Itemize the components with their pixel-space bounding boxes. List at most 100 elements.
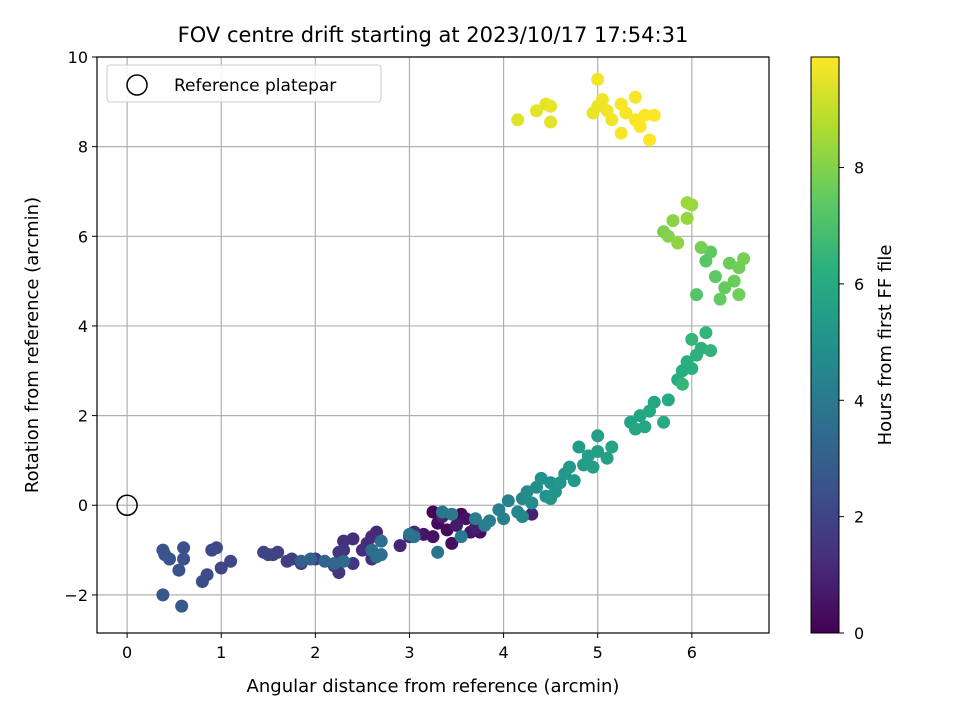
- data-point: [732, 288, 746, 302]
- colorbar-label: Hours from first FF file: [875, 245, 896, 446]
- grid: [97, 56, 769, 633]
- data-point: [572, 440, 586, 454]
- data-point: [638, 420, 652, 434]
- x-tick-label: 1: [216, 643, 226, 662]
- data-point: [511, 113, 525, 127]
- data-point: [675, 377, 689, 391]
- reference-point: [116, 494, 138, 516]
- data-point: [515, 510, 529, 523]
- data-point: [657, 415, 671, 429]
- y-axis-label: Rotation from reference (arcmin): [22, 197, 43, 493]
- data-point: [619, 106, 633, 120]
- chart-title: FOV centre drift starting at 2023/10/17 …: [178, 23, 689, 47]
- data-point: [685, 362, 699, 375]
- data-point: [694, 241, 708, 254]
- colorbar-tick-label: 4: [854, 391, 864, 410]
- data-point: [666, 214, 680, 228]
- data-point: [450, 518, 463, 532]
- data-point: [459, 512, 473, 526]
- data-point: [177, 552, 191, 566]
- data-point: [591, 72, 605, 86]
- data-point: [445, 507, 459, 521]
- data-point: [156, 543, 170, 557]
- data-point: [737, 252, 751, 266]
- data-points: [156, 72, 751, 613]
- data-point: [280, 554, 294, 568]
- data-point: [638, 108, 652, 122]
- data-point: [690, 288, 703, 302]
- colorbar: 0 2 4 6 8 Hours from first FF file: [810, 56, 896, 643]
- colorbar-tick-label: 0: [854, 624, 864, 643]
- y-tick-label: −2: [64, 586, 88, 605]
- data-point: [337, 554, 351, 568]
- x-tick-label: 5: [593, 643, 603, 662]
- legend: Reference platepar: [106, 64, 382, 103]
- y-tick-label: 2: [78, 407, 88, 426]
- x-tick-label: 4: [498, 643, 508, 662]
- data-point: [680, 196, 694, 210]
- colorbar-gradient: [810, 56, 840, 634]
- data-point: [525, 496, 539, 510]
- data-point: [563, 460, 576, 474]
- colorbar-tick-label: 8: [854, 159, 864, 178]
- data-point: [647, 395, 661, 409]
- legend-box: [106, 64, 382, 103]
- x-tick-label: 6: [687, 643, 697, 662]
- data-point: [374, 548, 388, 562]
- data-point: [633, 120, 647, 133]
- colorbar-ticks: 0 2 4 6 8: [839, 159, 864, 643]
- x-axis-label: Angular distance from reference (arcmin): [247, 676, 620, 697]
- data-point: [497, 512, 511, 526]
- data-point: [214, 561, 228, 575]
- data-point: [224, 554, 238, 568]
- data-point: [544, 99, 558, 113]
- plot-frame: [96, 56, 770, 634]
- legend-entry: Reference platepar: [174, 76, 336, 96]
- y-tick-label: 0: [78, 496, 88, 515]
- data-point: [337, 534, 351, 548]
- data-point: [643, 133, 656, 147]
- data-point: [614, 126, 628, 140]
- data-point: [600, 451, 614, 465]
- data-point: [445, 536, 459, 550]
- data-point: [647, 108, 661, 122]
- data-point: [713, 292, 727, 306]
- data-point: [468, 512, 482, 526]
- data-point: [304, 552, 318, 566]
- data-point: [699, 326, 713, 340]
- data-point: [708, 270, 722, 284]
- data-point: [628, 90, 642, 104]
- data-point: [591, 429, 605, 443]
- data-point: [727, 274, 741, 288]
- data-point: [175, 599, 189, 613]
- data-point: [704, 344, 718, 358]
- x-axis-ticks: 0 1 2 3 4 5 6: [122, 633, 697, 662]
- colorbar-tick-label: 2: [854, 508, 864, 527]
- data-point: [454, 530, 468, 544]
- data-point: [530, 104, 543, 118]
- data-point: [177, 541, 191, 555]
- y-tick-label: 6: [78, 227, 88, 246]
- y-tick-label: 10: [68, 48, 88, 67]
- data-point: [605, 113, 619, 127]
- data-point: [685, 332, 699, 346]
- data-point: [671, 236, 685, 250]
- data-point: [195, 575, 209, 588]
- data-point: [257, 545, 271, 559]
- data-point: [661, 393, 675, 407]
- legend-marker-circle-icon: [126, 74, 148, 96]
- data-point: [393, 539, 407, 553]
- data-point: [595, 93, 609, 107]
- reference-platepar-marker: [116, 494, 138, 516]
- y-axis-ticks: −2 0 2 4 6 8 10: [64, 48, 97, 605]
- data-point: [501, 494, 515, 508]
- data-point: [355, 543, 369, 557]
- data-point: [156, 588, 170, 602]
- x-tick-label: 0: [122, 643, 132, 662]
- y-tick-label: 8: [78, 138, 88, 157]
- data-point: [591, 445, 605, 458]
- colorbar-tick-label: 6: [854, 275, 864, 294]
- y-tick-label: 4: [78, 317, 88, 336]
- x-tick-label: 3: [404, 643, 414, 662]
